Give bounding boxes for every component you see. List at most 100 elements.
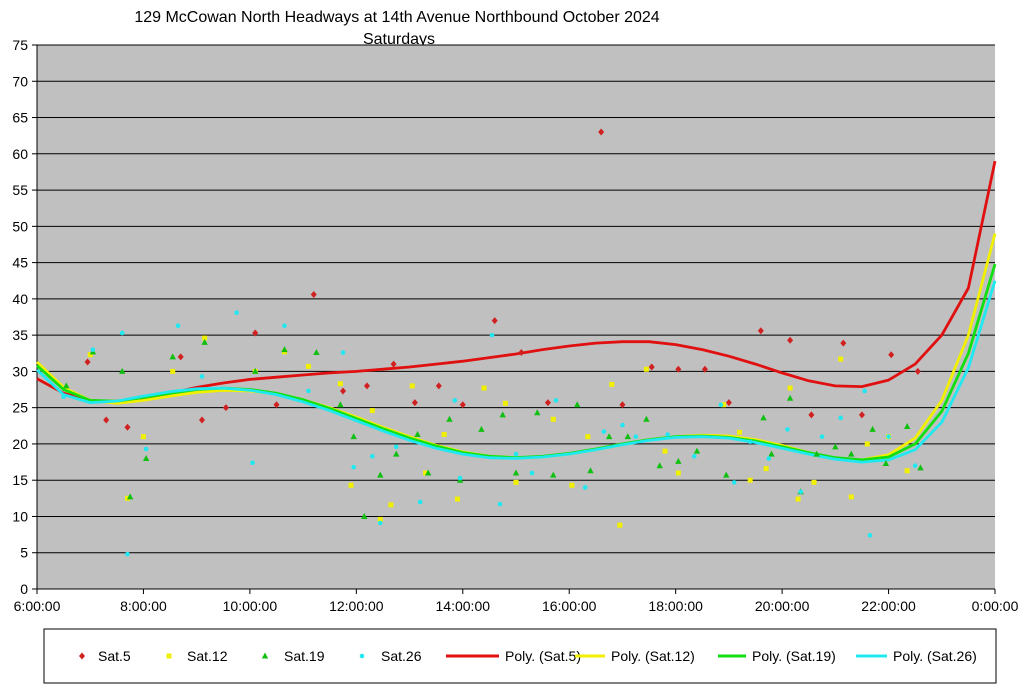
data-point: [763, 466, 769, 472]
data-point: [648, 363, 655, 371]
data-point: [643, 415, 650, 422]
data-point: [848, 494, 854, 500]
data-point: [656, 462, 663, 469]
data-point: [768, 450, 775, 457]
data-point: [87, 352, 93, 358]
data-point: [869, 425, 876, 432]
x-tick-label: 6:00:00: [14, 598, 61, 614]
data-point: [478, 425, 485, 432]
data-point: [786, 394, 794, 401]
data-point: [170, 368, 176, 374]
data-point: [454, 496, 460, 502]
x-tick-label: 14:00:00: [436, 598, 491, 614]
data-point: [435, 382, 442, 390]
plot-marks: [36, 128, 997, 557]
data-point: [489, 332, 495, 338]
y-tick-label: 65: [12, 110, 28, 126]
data-point: [914, 367, 921, 375]
data-point: [124, 495, 130, 501]
data-point: [118, 367, 126, 374]
legend-label: Sat.19: [284, 648, 325, 664]
data-point: [813, 450, 820, 457]
data-point: [675, 470, 681, 476]
data-point: [497, 501, 503, 507]
data-point: [582, 485, 588, 490]
data-point: [411, 399, 418, 407]
data-point: [795, 496, 801, 502]
data-point: [348, 482, 354, 488]
data-point: [609, 381, 615, 387]
axes: [36, 45, 995, 590]
data-point: [619, 401, 626, 409]
data-point: [904, 468, 910, 474]
x-tick-label: 20:00:00: [755, 598, 810, 614]
data-point: [757, 327, 764, 335]
legend-box: [43, 628, 997, 684]
data-point: [414, 431, 421, 438]
data-point: [446, 415, 453, 422]
data-point: [393, 450, 400, 457]
data-point: [882, 460, 890, 467]
data-point: [201, 338, 208, 345]
x-tick-label: 10:00:00: [223, 598, 278, 614]
data-point: [701, 365, 708, 373]
x-tick-label: 0:00:00: [972, 598, 1019, 614]
data-point: [313, 349, 320, 356]
legend-label: Sat.26: [381, 648, 422, 664]
data-point: [838, 356, 844, 362]
y-tick-label: 70: [12, 73, 28, 89]
data-point: [643, 366, 649, 372]
data-point: [811, 479, 817, 485]
data-point: [491, 317, 498, 325]
data-point: [633, 434, 639, 439]
plot-area: [37, 45, 995, 589]
data-point: [862, 388, 867, 394]
data-point: [351, 464, 356, 470]
data-point: [518, 349, 525, 357]
y-tick-label: 5: [20, 545, 28, 561]
data-point: [198, 416, 205, 424]
data-point: [124, 423, 131, 431]
legend-label: Poly. (Sat.12): [611, 648, 695, 664]
data-point: [544, 399, 551, 407]
data-point: [377, 516, 383, 522]
data-point: [553, 398, 559, 403]
legend-swatch: [166, 653, 172, 659]
data-point: [886, 434, 891, 439]
data-point: [675, 365, 682, 373]
data-point: [103, 416, 110, 424]
data-point: [502, 400, 508, 406]
data-point: [499, 411, 506, 418]
data-point: [310, 291, 317, 299]
y-tick-label: 60: [12, 146, 28, 162]
data-point: [377, 520, 383, 526]
data-point: [459, 401, 466, 409]
x-tick-labels: 6:00:00 8:00:00 10:00:00 12:00:00 14:00:00 16…: [14, 598, 1019, 614]
data-point: [222, 404, 229, 412]
data-point: [858, 411, 865, 419]
x-tick-label: 16:00:00: [542, 598, 597, 614]
legend-label: Poly. (Sat.19): [752, 648, 836, 664]
y-tick-label: 75: [12, 37, 28, 53]
data-point: [529, 470, 535, 476]
data-point: [340, 350, 346, 355]
y-tick-label: 15: [12, 472, 28, 488]
data-point: [725, 399, 732, 407]
data-point: [787, 385, 793, 391]
y-tick-label: 0: [20, 581, 28, 597]
data-point: [481, 385, 487, 391]
data-point: [574, 401, 581, 408]
data-point: [305, 363, 311, 369]
data-point: [363, 382, 370, 390]
data-point: [250, 460, 255, 466]
data-point: [369, 408, 375, 414]
data-point: [718, 402, 724, 408]
y-tick-label: 30: [12, 363, 28, 379]
data-point: [142, 454, 150, 461]
data-point: [785, 427, 790, 432]
data-point: [840, 339, 847, 347]
gridlines: [32, 44, 996, 594]
data-point: [787, 336, 794, 344]
y-tick-labels: 0 5 10 15 20 25 30 35 40 45 50 55 60 65 70 75: [12, 37, 28, 597]
data-point: [912, 463, 918, 468]
